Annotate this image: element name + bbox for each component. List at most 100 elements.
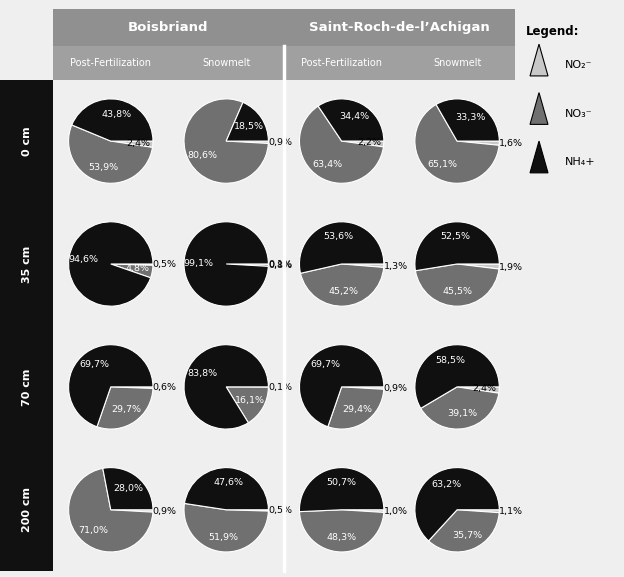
Text: 0,6%: 0,6% <box>153 383 177 392</box>
Wedge shape <box>416 264 499 306</box>
Text: 0,1%: 0,1% <box>268 260 292 269</box>
Wedge shape <box>342 387 384 389</box>
Text: 35,7%: 35,7% <box>452 531 482 539</box>
Wedge shape <box>111 387 153 388</box>
Text: 99,1%: 99,1% <box>184 258 214 268</box>
Text: 34,4%: 34,4% <box>339 113 369 121</box>
Text: 71,0%: 71,0% <box>78 526 108 535</box>
Wedge shape <box>300 106 383 183</box>
Text: 2,4%: 2,4% <box>126 138 150 148</box>
Wedge shape <box>72 99 153 141</box>
Text: 1,1%: 1,1% <box>499 507 523 516</box>
Text: 51,9%: 51,9% <box>208 533 239 542</box>
Polygon shape <box>530 141 548 173</box>
Wedge shape <box>226 264 268 267</box>
Text: 0 cm: 0 cm <box>21 126 32 156</box>
Wedge shape <box>226 510 268 511</box>
Text: 4,8%: 4,8% <box>125 264 150 273</box>
Wedge shape <box>415 467 499 541</box>
Text: 80,6%: 80,6% <box>188 151 218 160</box>
Wedge shape <box>111 264 153 278</box>
Wedge shape <box>226 387 268 423</box>
Text: 0,1%: 0,1% <box>268 383 292 392</box>
Wedge shape <box>69 344 153 427</box>
Text: Legend:: Legend: <box>526 25 580 38</box>
Text: Saint-Roch-de-l’Achigan: Saint-Roch-de-l’Achigan <box>309 21 490 34</box>
Wedge shape <box>185 467 268 510</box>
Polygon shape <box>530 44 548 76</box>
Text: 58,5%: 58,5% <box>435 356 465 365</box>
Wedge shape <box>436 99 499 141</box>
Text: 29,7%: 29,7% <box>111 405 141 414</box>
Wedge shape <box>111 264 153 265</box>
Wedge shape <box>318 99 384 141</box>
Text: 63,4%: 63,4% <box>312 160 342 169</box>
Text: 53,9%: 53,9% <box>89 163 119 172</box>
Text: 18,5%: 18,5% <box>234 122 264 130</box>
Wedge shape <box>415 104 499 183</box>
Text: 1,3%: 1,3% <box>384 262 407 271</box>
Wedge shape <box>184 504 268 552</box>
Text: 2,2%: 2,2% <box>357 138 381 148</box>
Wedge shape <box>457 387 499 393</box>
Wedge shape <box>111 141 153 147</box>
Wedge shape <box>111 510 153 512</box>
Wedge shape <box>226 141 268 144</box>
Text: NO₃⁻: NO₃⁻ <box>565 108 593 119</box>
Wedge shape <box>342 510 384 512</box>
Text: 1,9%: 1,9% <box>499 263 523 272</box>
Wedge shape <box>103 467 153 510</box>
Text: Post-Fertilization: Post-Fertilization <box>301 58 382 68</box>
Text: 1,0%: 1,0% <box>384 507 407 516</box>
Wedge shape <box>97 387 153 429</box>
Polygon shape <box>530 92 548 125</box>
Wedge shape <box>69 125 152 183</box>
Text: 69,7%: 69,7% <box>80 360 110 369</box>
Text: 33,3%: 33,3% <box>456 113 486 122</box>
Text: Snowmelt: Snowmelt <box>202 58 250 68</box>
Wedge shape <box>300 510 384 552</box>
Text: 43,8%: 43,8% <box>101 110 131 119</box>
Text: 0,5%: 0,5% <box>153 260 177 269</box>
Text: 0,9%: 0,9% <box>153 507 177 516</box>
Wedge shape <box>300 222 384 273</box>
Text: 2,4%: 2,4% <box>472 384 497 394</box>
Text: 69,7%: 69,7% <box>311 360 341 369</box>
Text: 48,3%: 48,3% <box>326 533 356 542</box>
Text: NO₂⁻: NO₂⁻ <box>565 60 592 70</box>
Text: 63,2%: 63,2% <box>431 480 461 489</box>
Wedge shape <box>301 264 384 306</box>
Text: 50,7%: 50,7% <box>326 478 356 487</box>
Text: 70 cm: 70 cm <box>21 368 32 406</box>
Text: 28,0%: 28,0% <box>113 484 144 493</box>
Text: 83,8%: 83,8% <box>187 369 217 378</box>
Wedge shape <box>300 467 384 512</box>
Text: 0,9%: 0,9% <box>268 138 292 147</box>
Text: Post-Fertilization: Post-Fertilization <box>71 58 151 68</box>
Wedge shape <box>457 141 499 145</box>
Wedge shape <box>328 387 384 429</box>
Text: 45,2%: 45,2% <box>329 287 359 296</box>
Text: 39,1%: 39,1% <box>447 409 477 418</box>
Wedge shape <box>429 510 499 552</box>
Wedge shape <box>342 141 384 147</box>
Text: Snowmelt: Snowmelt <box>433 58 481 68</box>
Wedge shape <box>184 99 268 183</box>
Text: 65,1%: 65,1% <box>427 160 457 168</box>
Text: 0,5%: 0,5% <box>268 506 292 515</box>
Text: 0,9%: 0,9% <box>384 384 407 393</box>
Wedge shape <box>69 222 153 306</box>
Wedge shape <box>342 264 384 267</box>
Wedge shape <box>457 510 499 513</box>
Text: 47,6%: 47,6% <box>213 478 243 487</box>
Text: 53,6%: 53,6% <box>323 232 354 241</box>
Text: Boisbriand: Boisbriand <box>128 21 209 34</box>
Wedge shape <box>421 387 499 429</box>
Text: 35 cm: 35 cm <box>21 245 32 283</box>
Text: 45,5%: 45,5% <box>442 287 472 296</box>
Text: 16,1%: 16,1% <box>235 396 265 405</box>
Text: 200 cm: 200 cm <box>21 488 32 532</box>
Text: 0,8%: 0,8% <box>268 261 292 270</box>
Wedge shape <box>300 344 384 427</box>
Wedge shape <box>415 222 499 271</box>
